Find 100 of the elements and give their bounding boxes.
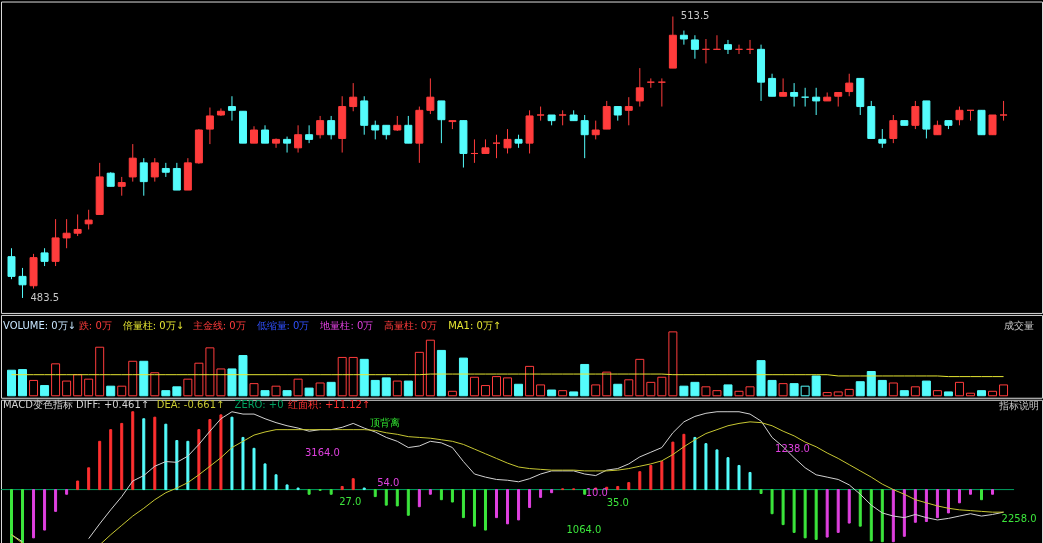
candlestick: [84, 209, 93, 230]
bar: [43, 489, 47, 531]
bar: [62, 380, 72, 397]
bar: [569, 391, 579, 397]
bar: [789, 383, 799, 397]
bar: [844, 388, 854, 397]
bar: [395, 489, 399, 507]
bar: [866, 370, 876, 397]
bar: [406, 489, 410, 516]
bar: [748, 471, 752, 491]
annotation: 2258.0: [1001, 512, 1037, 524]
bar: [800, 385, 810, 397]
bar: [117, 385, 127, 397]
bar: [249, 383, 259, 397]
bar: [381, 377, 391, 397]
bar: [428, 489, 432, 495]
text: MA1: 0万↑: [448, 319, 502, 331]
candlestick: [602, 100, 611, 130]
bar: [450, 489, 454, 503]
bar: [439, 489, 443, 501]
bar: [869, 489, 873, 542]
annotation: 483.5: [30, 291, 60, 303]
text: DEA: -0.661↑: [156, 398, 225, 410]
bar: [528, 489, 532, 508]
bar: [252, 447, 256, 491]
bar: [241, 436, 245, 491]
candlestick: [294, 124, 303, 154]
bar: [547, 389, 557, 397]
bar: [943, 391, 953, 397]
candlestick: [723, 39, 732, 55]
candlestick: [117, 176, 126, 197]
bar: [282, 390, 292, 397]
candlestick: [988, 114, 997, 136]
annotation: 3164.0: [304, 446, 340, 458]
candlestick: [690, 34, 699, 60]
bar: [326, 381, 336, 397]
bar: [855, 381, 865, 397]
candlestick: [227, 95, 236, 122]
bar: [638, 471, 642, 491]
bar: [54, 489, 58, 512]
bar: [954, 381, 964, 397]
bar: [825, 489, 829, 538]
bar: [436, 349, 446, 397]
candlestick: [404, 115, 413, 144]
bar: [517, 489, 521, 521]
annotation: 1064.0: [566, 523, 602, 535]
bar: [492, 376, 501, 397]
bar: [877, 379, 887, 397]
candlestick: [437, 100, 446, 144]
candlestick: [580, 114, 589, 159]
bar: [723, 384, 733, 397]
text: VOLUME: 0万↓: [2, 319, 76, 331]
bar: [161, 390, 171, 397]
bar: [715, 449, 719, 491]
candlestick: [779, 77, 788, 97]
bar: [536, 384, 546, 397]
bar: [472, 489, 476, 527]
annotation: 35.0: [606, 496, 629, 508]
text: 指标说明: [998, 399, 1040, 411]
candlestick: [128, 143, 137, 183]
candlestick: [878, 128, 887, 149]
candlestick: [768, 73, 777, 97]
candlestick: [327, 115, 336, 140]
bar: [414, 351, 424, 397]
bar: [483, 489, 487, 531]
bar: [899, 390, 909, 397]
bar: [139, 360, 149, 397]
bar: [293, 378, 303, 397]
text: 高量柱: 0万: [384, 319, 438, 331]
bar: [858, 489, 862, 527]
candlestick: [999, 100, 1008, 122]
candlestick: [679, 30, 688, 46]
bar: [128, 360, 138, 397]
candlestick: [172, 162, 181, 191]
bar: [932, 390, 942, 397]
bar: [29, 379, 39, 397]
bar: [274, 474, 278, 491]
bar: [175, 440, 179, 491]
bar: [781, 489, 785, 526]
bar: [627, 482, 631, 491]
bar: [458, 357, 468, 397]
bar: [668, 331, 678, 397]
bar: [550, 489, 554, 494]
bar: [591, 384, 601, 397]
bar: [51, 363, 61, 397]
bar: [682, 433, 686, 491]
candlestick: [51, 218, 60, 267]
bar: [351, 478, 355, 491]
candlestick: [591, 120, 600, 140]
bar: [988, 390, 998, 397]
bar: [811, 375, 821, 397]
text: 主金线: 0万: [192, 319, 246, 331]
candlestick: [911, 100, 920, 130]
bar: [304, 387, 314, 397]
candlestick: [139, 157, 148, 197]
bar: [359, 358, 369, 397]
candlestick: [371, 120, 380, 140]
bar: [197, 429, 201, 491]
bar: [131, 411, 135, 491]
bar: [392, 380, 402, 397]
